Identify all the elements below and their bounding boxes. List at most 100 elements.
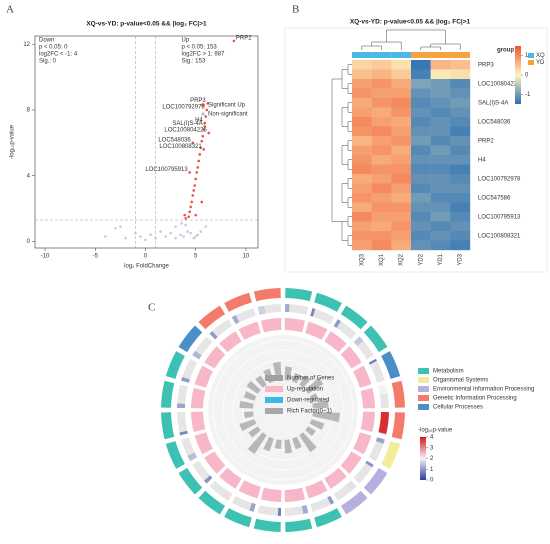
- heat-cell: [371, 145, 392, 156]
- heat-cell: [352, 79, 372, 89]
- point: [189, 205, 192, 209]
- point: [114, 226, 117, 230]
- up-regulation-bar: [340, 346, 362, 369]
- heat-cell: [352, 212, 372, 222]
- gene-count-bar: [378, 384, 388, 395]
- heat-cell: [430, 212, 451, 222]
- row-label: LOC100808321: [478, 233, 521, 239]
- heat-cell: [411, 183, 431, 194]
- heat-cell: [371, 107, 392, 118]
- heat-cell: [391, 221, 412, 232]
- inner-grid: [232, 359, 334, 461]
- heat-cell: [430, 107, 451, 118]
- point-label: H4: [195, 118, 203, 124]
- heat-cell: [411, 193, 431, 203]
- row-dendrogram: [347, 197, 352, 208]
- gene-track: [333, 319, 357, 340]
- up-regulation-bar: [360, 387, 375, 409]
- heat-cell: [450, 183, 471, 194]
- point: [193, 184, 197, 187]
- gene-count-bar: [284, 304, 290, 313]
- row-label: LOC100804226: [478, 81, 521, 87]
- rich-factor-bar: [263, 436, 274, 452]
- heat-cell: [352, 136, 372, 146]
- up-regulation-bar: [219, 331, 242, 353]
- column-label: XQ2: [399, 253, 405, 266]
- up-regulation-bar: [353, 365, 372, 388]
- point: [194, 235, 198, 238]
- category-sector: [285, 518, 313, 532]
- category-sector: [340, 305, 368, 330]
- group-legend-label: YD: [536, 60, 545, 66]
- point: [203, 121, 207, 125]
- rich-factor-bar: [239, 400, 254, 409]
- y-tick-label: 8: [27, 108, 31, 114]
- heat-cell: [411, 145, 431, 156]
- heat-cell: [352, 126, 372, 137]
- heat-cell: [371, 193, 392, 203]
- category-sector: [224, 508, 252, 528]
- point: [154, 236, 157, 240]
- heat-cell: [371, 155, 392, 165]
- heat-cell: [391, 183, 412, 194]
- y-tick-label: 0: [27, 239, 31, 245]
- gene-count-bar: [222, 490, 233, 501]
- chart-title: XQ-vs-YD: p-value<0.05 && |log₂ FC|>1: [350, 19, 471, 26]
- heat-cell: [430, 164, 451, 175]
- heat-cell: [450, 174, 471, 184]
- up-regulation-bar: [191, 387, 206, 409]
- y-axis-label: -log₁₀p-value: [10, 124, 16, 159]
- x-tick-label: -5: [93, 254, 99, 260]
- up-summary: log2FC > 1: 987: [182, 52, 226, 58]
- heat-cell: [371, 164, 392, 175]
- heat-cell: [391, 145, 412, 156]
- row-label: PRP3: [478, 62, 494, 68]
- heat-cell: [352, 183, 372, 194]
- column-label: YD2: [418, 253, 424, 265]
- row-dendrogram: [341, 221, 348, 241]
- gene-track: [353, 460, 374, 484]
- up-regulation-bar: [260, 318, 282, 333]
- heat-cell: [430, 126, 451, 137]
- category-sector: [198, 305, 226, 330]
- inner-legend-swatch: [265, 375, 283, 381]
- heat-cell: [411, 136, 431, 146]
- heat-cell: [450, 164, 471, 175]
- chart-title: XQ-vs-YD: p-value<0.05 && |log₂ FC|>1: [86, 21, 207, 28]
- category-sector: [391, 412, 405, 440]
- up-regulation-bar: [305, 321, 328, 340]
- up-regulation-bar: [260, 487, 282, 502]
- category-label: Metabolism: [433, 369, 464, 375]
- legend-label: Non-significant: [208, 112, 248, 118]
- p-colorbar-tick-label: 2: [430, 456, 434, 462]
- heat-cell: [430, 88, 451, 99]
- heat-cell: [450, 126, 471, 137]
- gene-count-bar: [368, 358, 377, 365]
- category-sector: [253, 518, 281, 532]
- point: [206, 102, 210, 105]
- point: [149, 233, 152, 237]
- heat-cell: [411, 164, 431, 175]
- y-tick-label: 12: [23, 42, 30, 48]
- heat-cell: [352, 193, 372, 203]
- point: [188, 210, 191, 214]
- heat-cell: [430, 221, 451, 232]
- point: [200, 139, 204, 143]
- heat-cell: [371, 69, 392, 80]
- category-label: Cellular Processes: [433, 405, 483, 411]
- gene-track: [257, 505, 282, 516]
- inner-legend-label: Number of Genes: [287, 376, 334, 382]
- p-colorbar-tick-label: 4: [430, 435, 434, 441]
- p-colorbar-tick-label: 1: [430, 467, 434, 473]
- heat-cell: [430, 183, 451, 194]
- row-dendrogram: [347, 159, 352, 170]
- category-sector: [178, 325, 203, 353]
- heat-cell: [391, 202, 412, 213]
- heat-cell: [391, 164, 412, 175]
- heat-cell: [391, 79, 412, 89]
- category-sector: [381, 441, 401, 469]
- point: [180, 222, 183, 225]
- heat-cell: [411, 107, 431, 118]
- up-summary: p < 0.05: 153: [182, 45, 218, 51]
- heat-cell: [352, 174, 372, 184]
